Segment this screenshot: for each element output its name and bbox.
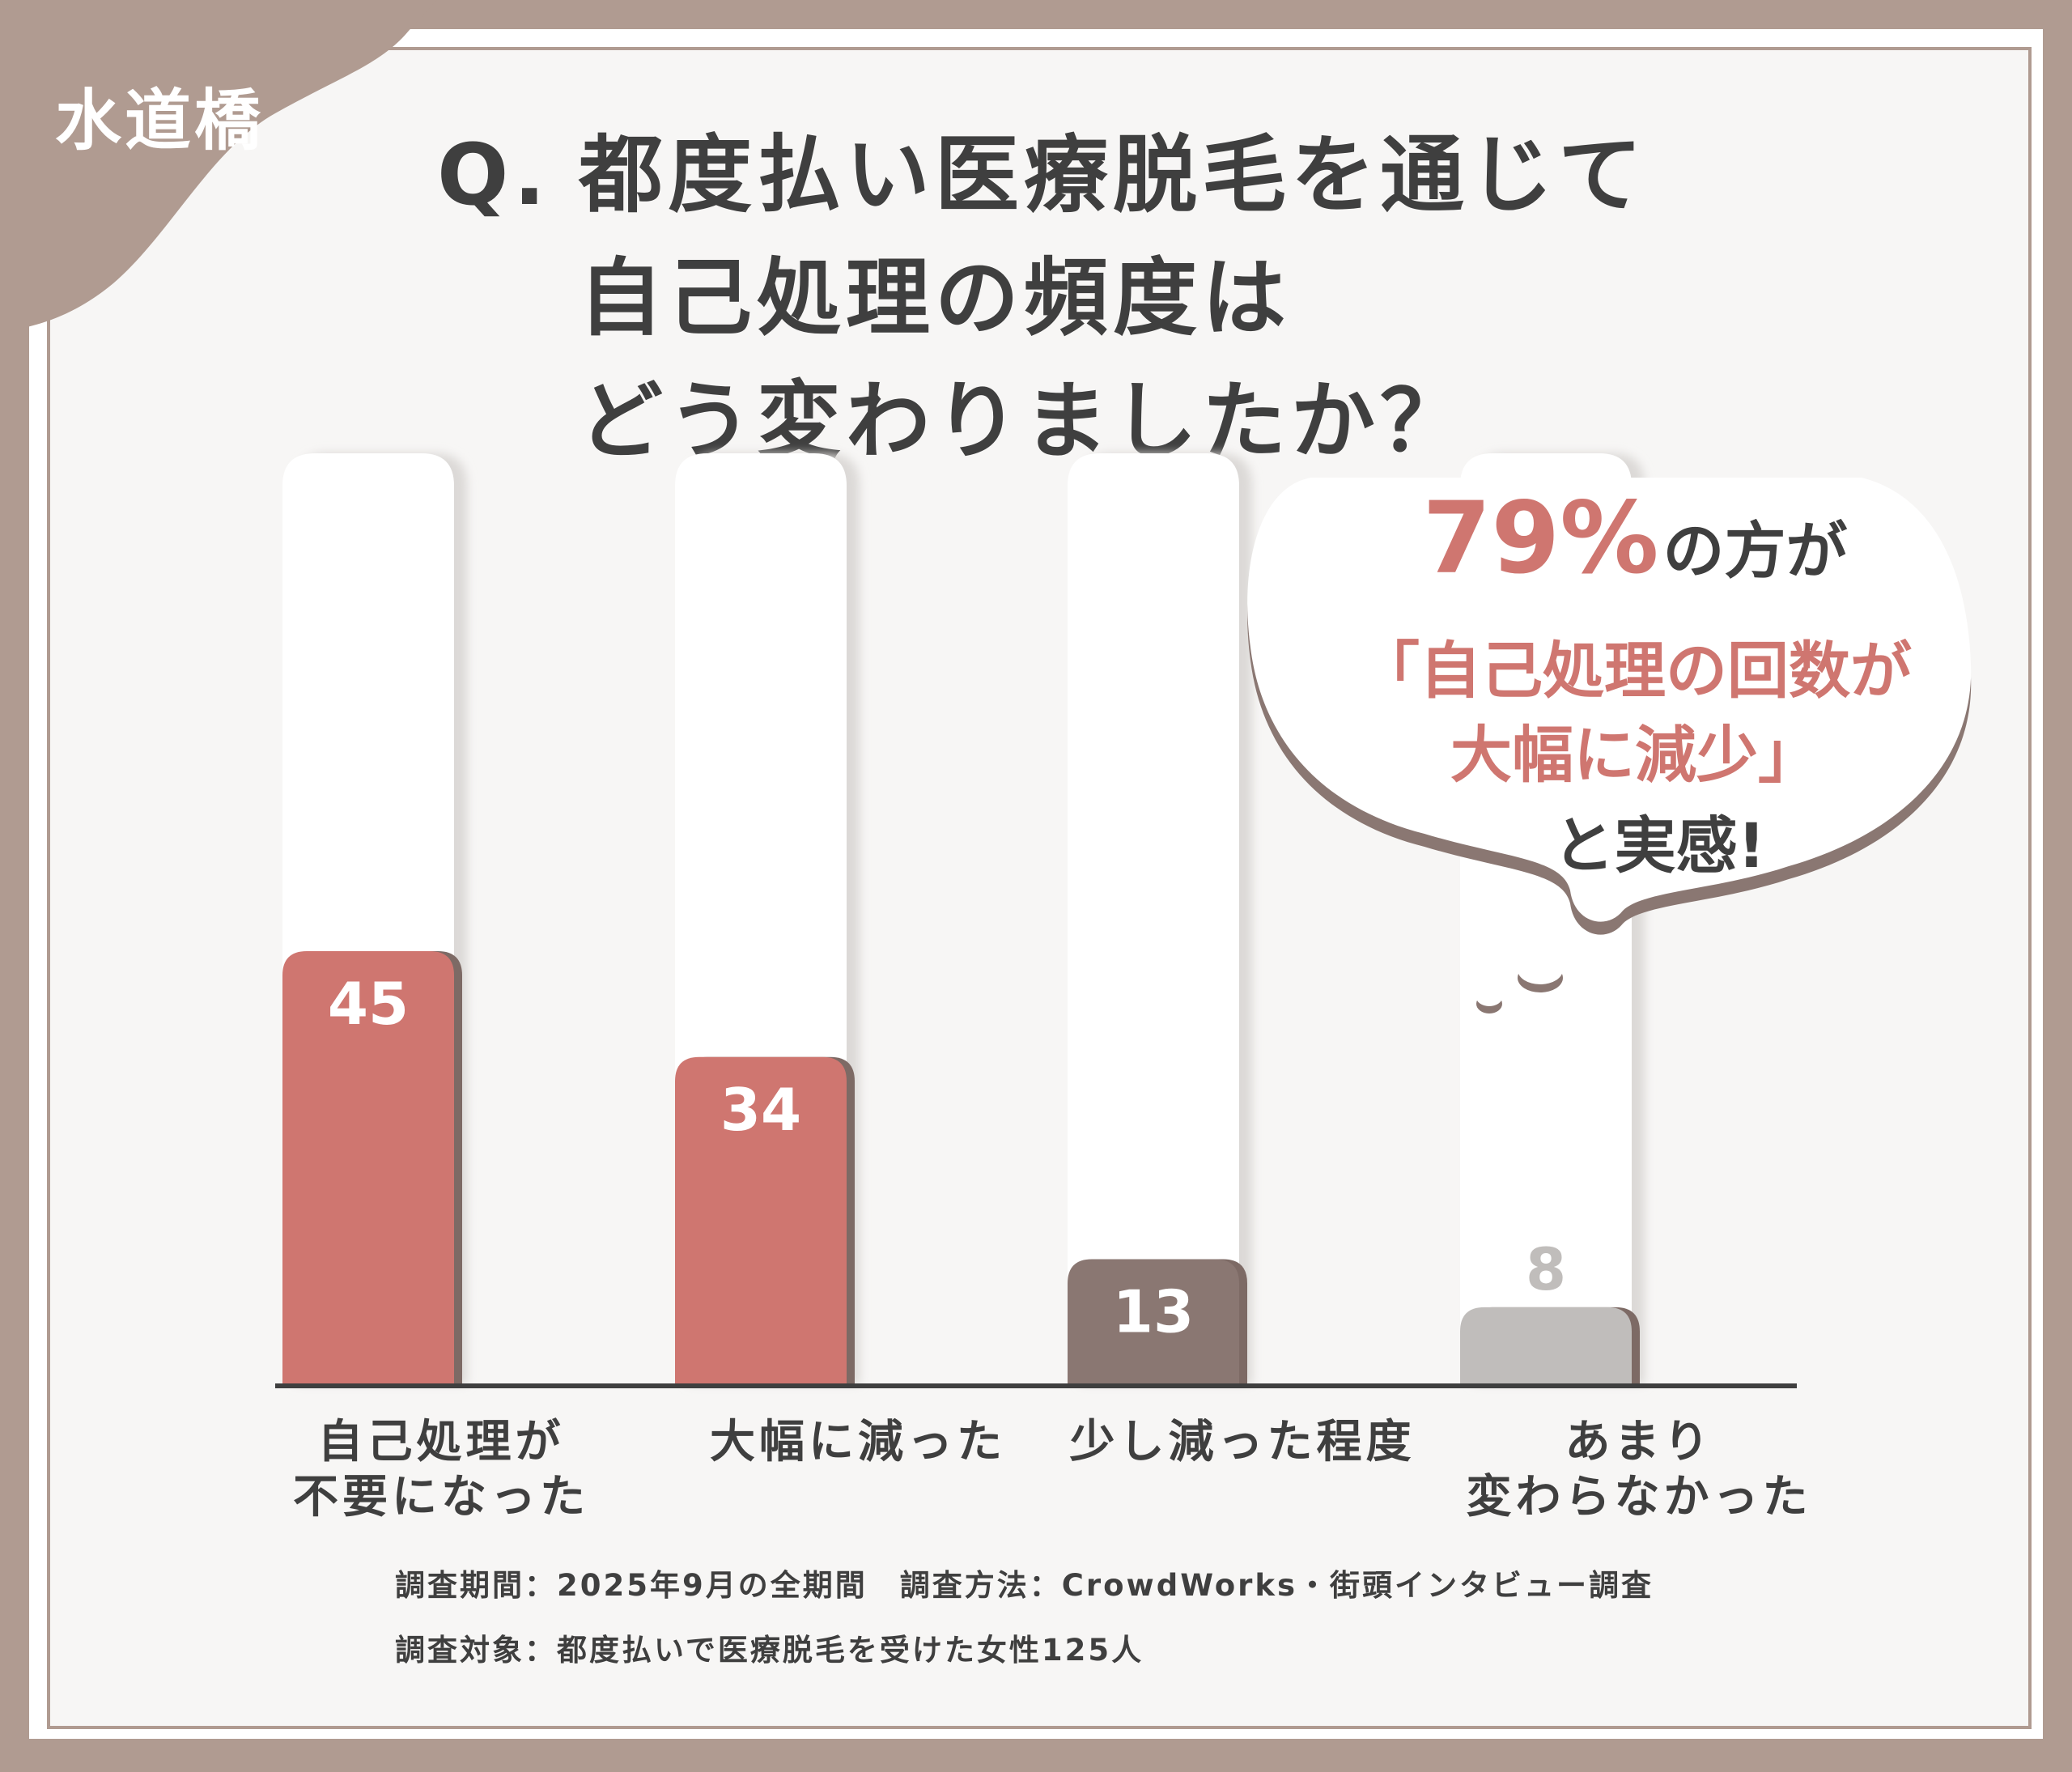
area-badge-label: 水道橋 [55, 83, 265, 159]
bars [282, 951, 1640, 1384]
footnote-target: 調査対象：都度払いで医療脱毛を受けた女性125人 [395, 1633, 1144, 1668]
bar-4 [1460, 1307, 1632, 1384]
value-labels: 45 34 13 8 [328, 970, 1566, 1345]
question-line-2: 自己処理の頻度は [579, 249, 1292, 347]
callout-text: 79% の方が 「自己処理の回数が 大幅に減少」 と実感! [1246, 478, 2023, 894]
value-label-3: 13 [1113, 1277, 1194, 1345]
speech-bubble-body [1247, 478, 1972, 922]
bar-1 [282, 951, 454, 1384]
category-label-3: 少し減った程度 [1069, 1416, 1416, 1468]
callout-percent: 79% [1422, 481, 1659, 596]
question-prefix: Q. [437, 125, 550, 224]
bar-track [1068, 453, 1239, 1384]
callout-line1-suffix: の方が [1662, 515, 1848, 587]
bar-2 [675, 1056, 847, 1384]
value-label-1: 45 [328, 970, 409, 1038]
question-title: Q. 都度払い医療脱毛を通じて 自己処理の頻度は どう変わりましたか？ [437, 113, 1647, 482]
bar-3 [1068, 1259, 1239, 1384]
value-label-2: 34 [720, 1076, 801, 1144]
category-label-4: あまり 変わらなかった [1466, 1416, 1812, 1523]
category-label-1: 自己処理が 不要になった [293, 1416, 589, 1523]
value-label-4: 8 [1526, 1235, 1566, 1303]
footnote-period: 調査期間：2025年9月の全期間 調査方法：CrowdWorks・街頭インタビュ… [395, 1568, 1654, 1603]
callout-line-4: と実感! [1552, 810, 1766, 882]
corner-badge-shape [0, 0, 437, 332]
callout-line-2: 「自己処理の回数が [1358, 635, 1912, 707]
speech-bubble [1247, 478, 1972, 1013]
callout-line-3: 大幅に減少」 [1450, 719, 1819, 791]
question-line-1: 都度払い医療脱毛を通じて [579, 125, 1648, 224]
category-label-2: 大幅に減った [710, 1416, 1006, 1468]
